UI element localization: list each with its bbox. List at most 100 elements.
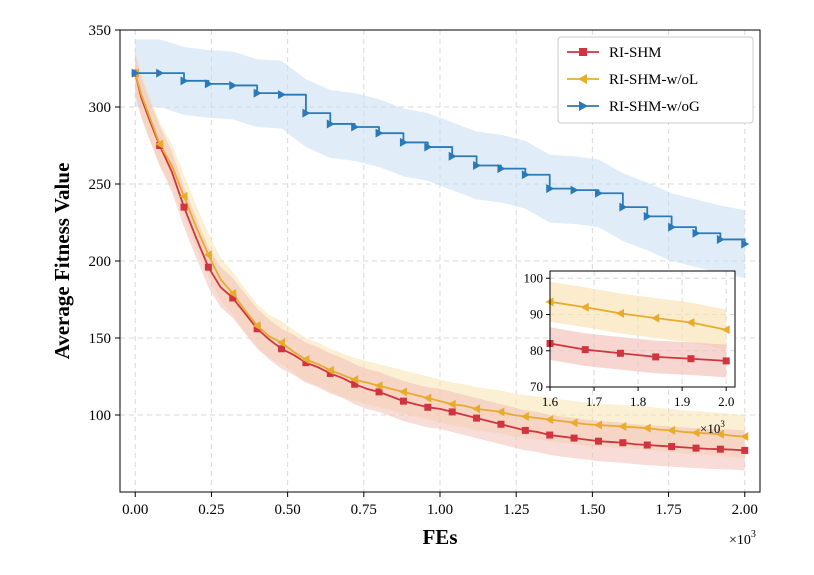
- series-marker-0: [643, 441, 651, 449]
- inset-x-scale-note-exp: 3: [720, 419, 725, 429]
- series-marker-0: [570, 434, 578, 442]
- inset-y-tick-label: 80: [530, 343, 543, 358]
- inset-x-scale-note: ×103: [700, 419, 725, 436]
- series-marker-1: [691, 428, 700, 438]
- inset-y-tick-label: 90: [530, 307, 543, 322]
- legend-swatch-marker: [579, 48, 587, 56]
- series-marker-2: [741, 239, 750, 249]
- series-marker-1: [447, 399, 456, 409]
- y-tick-label: 300: [89, 100, 112, 116]
- series-marker-2: [399, 137, 408, 147]
- series-marker-2: [546, 184, 555, 194]
- band-2: [135, 39, 745, 278]
- series-marker-1: [350, 375, 359, 385]
- series-marker-0: [521, 426, 529, 434]
- series-marker-0: [204, 263, 212, 271]
- series-marker-2: [716, 234, 725, 244]
- inset-zoom-chart: 1.6 1.7 1.8 1.9 2.0 70 80 90 100 ×103: [524, 270, 736, 436]
- series-marker-0: [229, 294, 237, 302]
- x-tick-label: 0.00: [122, 502, 148, 518]
- y-tick-label: 150: [89, 331, 112, 347]
- series-marker-1: [667, 425, 676, 435]
- series-marker-2: [180, 76, 189, 86]
- series-marker-1: [618, 422, 627, 432]
- x-tick-label: 1.75: [655, 502, 681, 518]
- series-marker-1: [642, 423, 651, 433]
- series-marker-0: [399, 397, 407, 405]
- series-marker-2: [375, 128, 384, 138]
- series-marker-1: [569, 418, 578, 428]
- series-marker-2: [497, 164, 506, 174]
- series-marker-1: [325, 365, 334, 375]
- inset-series-lines: [549, 300, 727, 362]
- x-tick-label: 0.50: [274, 502, 300, 518]
- main-confidence-bands: [135, 39, 745, 471]
- inset-series-marker-0: [722, 357, 730, 365]
- series-marker-1: [277, 338, 286, 348]
- inset-series-marker-1: [615, 308, 624, 318]
- legend-label: RI-SHM-w/oG: [609, 99, 700, 115]
- inset-series-line-0: [549, 342, 727, 362]
- series-marker-2: [204, 79, 213, 89]
- inset-series-marker-1: [580, 302, 589, 312]
- legend: RI-SHM RI-SHM-w/oL RI-SHM-w/oG: [557, 36, 754, 124]
- series-marker-1: [252, 321, 261, 331]
- x-tick-label: 0.75: [351, 502, 377, 518]
- series-marker-0: [180, 203, 188, 211]
- series-marker-0: [619, 439, 627, 447]
- series-marker-0: [326, 369, 334, 377]
- series-marker-1: [423, 393, 432, 403]
- inset-series-marker-0: [616, 349, 624, 357]
- y-tick-label: 100: [89, 408, 112, 424]
- series-marker-2: [643, 211, 652, 221]
- series-marker-2: [619, 202, 628, 212]
- series-marker-1: [740, 432, 749, 442]
- y-axis-title: Average Fitness Value: [50, 163, 74, 360]
- inset-series-marker-1: [686, 317, 695, 327]
- inset-series-marker-0: [581, 346, 589, 354]
- series-marker-2: [253, 88, 262, 98]
- series-marker-1: [593, 420, 602, 430]
- series-line-1: [134, 72, 745, 438]
- series-marker-0: [692, 444, 700, 452]
- inset-x-tick-label: 1.7: [586, 394, 603, 409]
- inset-y-tick-label: 100: [524, 270, 544, 285]
- series-marker-2: [156, 68, 165, 78]
- x-scale-note: ×103: [729, 529, 756, 548]
- series-marker-1: [155, 139, 164, 149]
- inset-axis-ticks: 1.6 1.7 1.8 1.9 2.0 70 80 90 100: [524, 270, 735, 409]
- series-marker-2: [278, 90, 287, 100]
- series-marker-1: [179, 191, 188, 201]
- y-tick-label: 250: [89, 177, 112, 193]
- series-marker-0: [497, 420, 505, 428]
- series-marker-1: [374, 381, 383, 391]
- inset-series-marker-0: [687, 355, 695, 363]
- x-scale-note-exp: 3: [751, 529, 756, 540]
- series-marker-1: [545, 415, 554, 425]
- legend-swatch-marker: [579, 101, 588, 111]
- inset-series-marker-0: [652, 353, 660, 361]
- inset-frame: [549, 270, 736, 388]
- inset-x-tick-label: 1.9: [674, 394, 690, 409]
- series-marker-2: [131, 68, 140, 78]
- series-marker-2: [692, 228, 701, 238]
- x-axis-title: FEs: [422, 525, 457, 549]
- series-marker-1: [203, 250, 212, 260]
- x-tick-label: 1.25: [503, 502, 529, 518]
- inset-band: [550, 327, 727, 378]
- series-marker-2: [302, 108, 311, 118]
- inset-x-scale-note-base: ×10: [700, 421, 720, 436]
- inset-series-line-1: [549, 300, 727, 331]
- band-0: [135, 53, 745, 471]
- series-marker-0: [594, 437, 602, 445]
- series-marker-2: [424, 142, 433, 152]
- legend-swatch-marker: [578, 74, 587, 84]
- series-marker-2: [351, 122, 360, 132]
- series-marker-0: [424, 403, 432, 411]
- x-tick-label: 1.50: [579, 502, 605, 518]
- y-tick-label: 350: [89, 23, 112, 39]
- series-marker-0: [716, 445, 724, 453]
- series-marker-2: [473, 161, 482, 171]
- series-marker-0: [278, 345, 286, 353]
